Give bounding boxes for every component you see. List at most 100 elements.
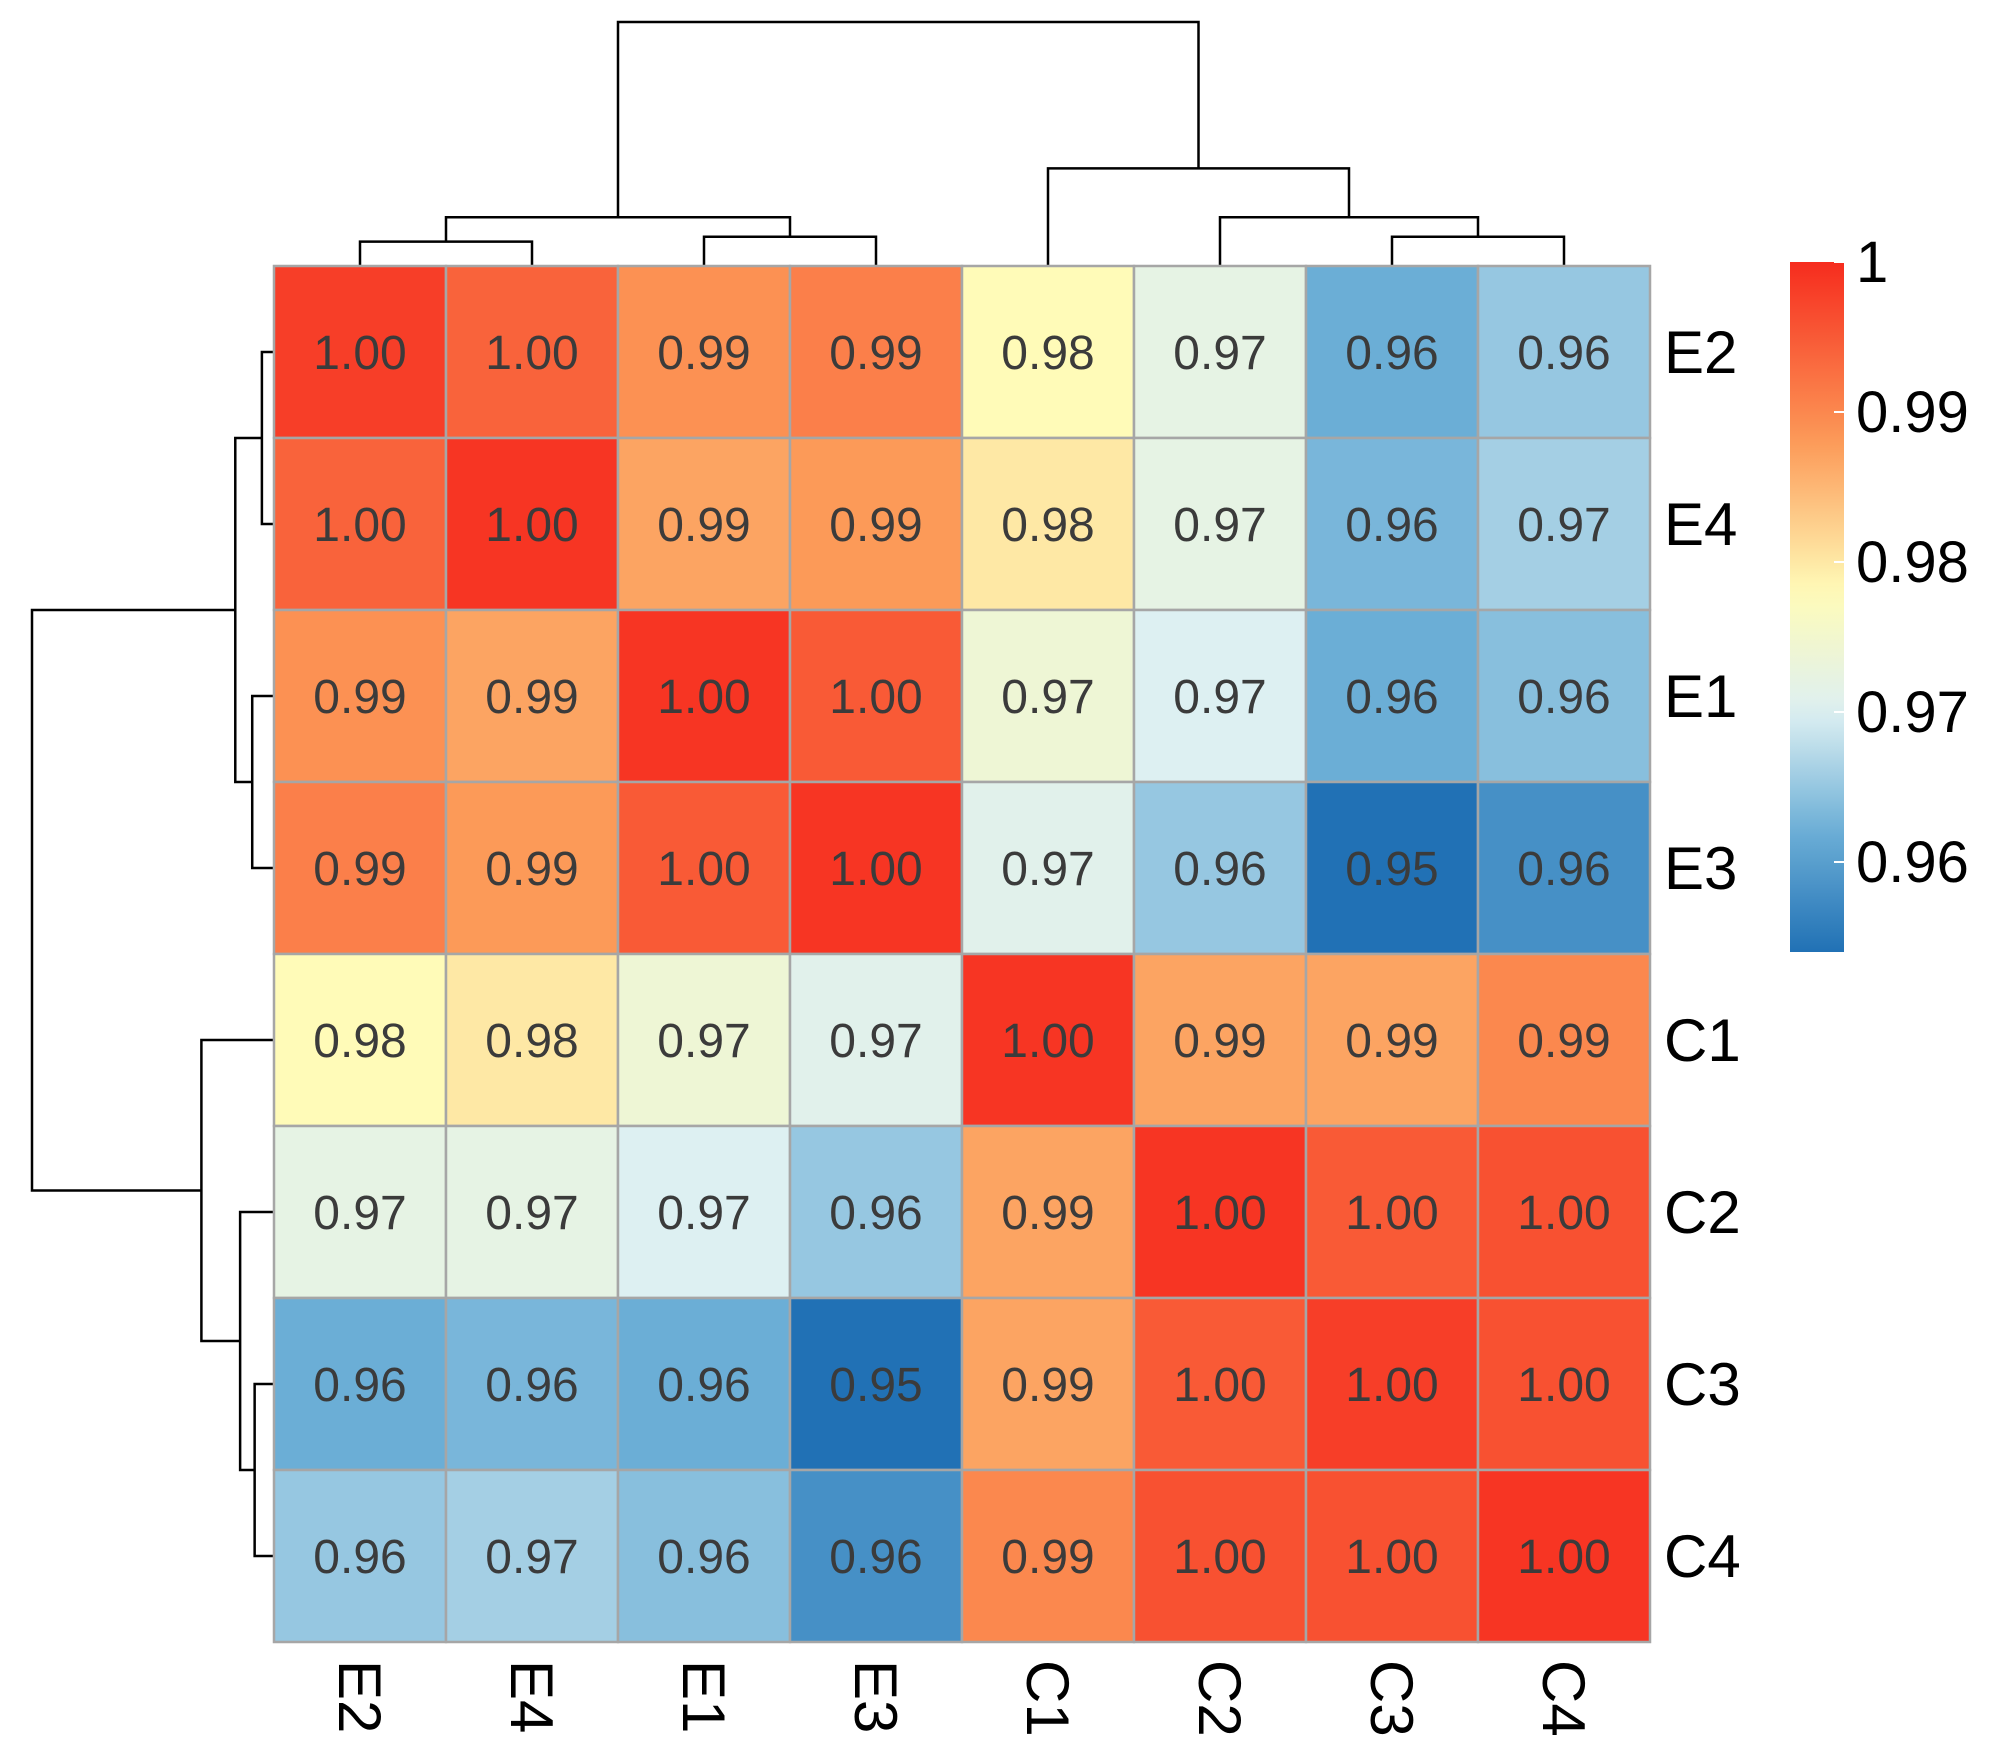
cell-value-label: 1.00: [829, 671, 922, 724]
cell-value-label: 0.99: [485, 843, 578, 896]
cell-value-label: 0.99: [657, 327, 750, 380]
cell-value-label: 0.99: [313, 671, 406, 724]
cell-value-label: 0.98: [1001, 327, 1094, 380]
cell-value-label: 1.00: [1173, 1187, 1266, 1240]
legend-tick-label: 0.97: [1856, 680, 1969, 745]
heatmap-cell-C3-E4: [444, 1296, 620, 1472]
cell-value-label: 1.00: [485, 327, 578, 380]
column-dendrogram-link: [1390, 235, 1566, 266]
row-label-c2: C2: [1664, 1179, 1741, 1246]
cell-value-label: 0.97: [1517, 499, 1610, 552]
cell-value-label: 1.00: [1345, 1531, 1438, 1584]
row-dendrogram-link: [250, 694, 274, 870]
cell-value-label: 1.00: [1001, 1015, 1094, 1068]
cell-value-label: 1.00: [657, 843, 750, 896]
heatmap-cell-E3-E4: [444, 780, 620, 956]
cell-value-label: 0.96: [1517, 671, 1610, 724]
cell-value-label: 0.99: [1001, 1187, 1094, 1240]
cell-value-label: 1.00: [485, 499, 578, 552]
row-label-e1: E1: [1664, 663, 1737, 730]
heatmap-cell-C3-E1: [616, 1296, 792, 1472]
cell-value-label: 0.99: [1173, 1015, 1266, 1068]
row-labels: E2 E4 E1 E3 C1 C2 C3 C4: [1664, 319, 1741, 1590]
cell-value-label: 0.97: [313, 1187, 406, 1240]
heatmap-cell-E1-C1: [960, 608, 1136, 784]
cell-value-label: 0.96: [657, 1531, 750, 1584]
row-label-c4: C4: [1664, 1523, 1741, 1590]
cell-value-label: 0.99: [1001, 1359, 1094, 1412]
heatmap-cell-E4-C3: [1304, 436, 1480, 612]
cell-value-label: 0.96: [1345, 327, 1438, 380]
column-labels: E2 E4 E1 E3 C1 C2 C3 C4: [326, 1660, 1597, 1737]
legend-tick-label: 0.96: [1856, 830, 1969, 895]
cell-value-label: 0.99: [313, 843, 406, 896]
cell-value-label: 0.99: [1001, 1531, 1094, 1584]
row-label-c3: C3: [1664, 1351, 1741, 1418]
heatmap-cell-E4-C4: [1476, 436, 1652, 612]
heatmap-cell-E2-C3: [1304, 264, 1480, 440]
legend-tick-label: 0.98: [1856, 530, 1969, 595]
cell-value-label: 0.96: [1345, 499, 1438, 552]
cell-value-label: 0.99: [657, 499, 750, 552]
cell-value-label: 0.96: [829, 1187, 922, 1240]
column-dendrogram-link: [358, 240, 534, 266]
cell-value-label: 0.99: [829, 499, 922, 552]
heatmap-cell-C1-E3: [788, 952, 964, 1128]
row-dendrogram-link: [30, 608, 236, 1192]
heatmap-cell-E4-E1: [616, 436, 792, 612]
heatmap-cell-C3-C1: [960, 1296, 1136, 1472]
cell-value-label: 0.95: [829, 1359, 922, 1412]
heatmap-cell-C4-E4: [444, 1468, 620, 1644]
heatmap-cell-E2-E2: [272, 264, 448, 440]
row-label-e4: E4: [1664, 491, 1737, 558]
cell-value-label: 0.97: [485, 1187, 578, 1240]
row-dendrogram: [30, 350, 274, 1558]
heatmap-cell-C2-C4: [1476, 1124, 1652, 1300]
cell-value-label: 0.99: [829, 327, 922, 380]
cell-value-label: 1.00: [1517, 1187, 1610, 1240]
cell-value-label: 0.96: [1517, 327, 1610, 380]
column-label-c3: C3: [1358, 1660, 1425, 1737]
heatmap-cell-E2-E3: [788, 264, 964, 440]
cell-value-label: 1.00: [829, 843, 922, 896]
heatmap-cell-C1-E1: [616, 952, 792, 1128]
heatmap-cell-E1-C3: [1304, 608, 1480, 784]
cell-value-label: 0.96: [313, 1359, 406, 1412]
cell-value-label: 0.97: [657, 1015, 750, 1068]
column-label-e1: E1: [670, 1660, 737, 1733]
row-label-c1: C1: [1664, 1007, 1741, 1074]
legend-color-bar: [1790, 262, 1844, 952]
heatmap-cell-C1-E2: [272, 952, 448, 1128]
heatmap-cell-C2-E2: [272, 1124, 448, 1300]
cell-value-label: 0.99: [1345, 1015, 1438, 1068]
column-label-e2: E2: [326, 1660, 393, 1733]
cell-value-label: 1.00: [657, 671, 750, 724]
cell-value-label: 0.97: [829, 1015, 922, 1068]
heatmap-cell-C2-C1: [960, 1124, 1136, 1300]
heatmap-cells: 1.00 1.00 0.99 0.99 0.98 0.97 0.96 0.96 1.00 1.00…: [272, 264, 1652, 1644]
column-label-e4: E4: [498, 1660, 565, 1733]
heatmap-cell-E3-C3: [1304, 780, 1480, 956]
legend-tick-label: 0.99: [1856, 380, 1969, 445]
column-dendrogram-link: [616, 20, 1200, 218]
heatmap-cell-E4-E4: [444, 436, 620, 612]
cell-value-label: 0.97: [1173, 499, 1266, 552]
cell-value-label: 1.00: [313, 327, 406, 380]
cell-value-label: 1.00: [1517, 1531, 1610, 1584]
cell-value-label: 0.97: [485, 1531, 578, 1584]
heatmap-cell-C1-C4: [1476, 952, 1652, 1128]
row-dendrogram-link: [200, 1038, 274, 1343]
heatmap-cell-C4-C1: [960, 1468, 1136, 1644]
row-dendrogram-link: [260, 350, 274, 526]
heatmap-cell-C2-C2: [1132, 1124, 1308, 1300]
row-dendrogram-link: [253, 1382, 274, 1558]
row-label-e3: E3: [1664, 835, 1737, 902]
heatmap-cell-C4-C3: [1304, 1468, 1480, 1644]
cell-value-label: 0.97: [1001, 671, 1094, 724]
heatmap-cell-E1-E2: [272, 608, 448, 784]
heatmap-cell-C4-C4: [1476, 1468, 1652, 1644]
cell-value-label: 0.97: [1001, 843, 1094, 896]
cell-value-label: 0.96: [1345, 671, 1438, 724]
heatmap-cell-C2-E4: [444, 1124, 620, 1300]
